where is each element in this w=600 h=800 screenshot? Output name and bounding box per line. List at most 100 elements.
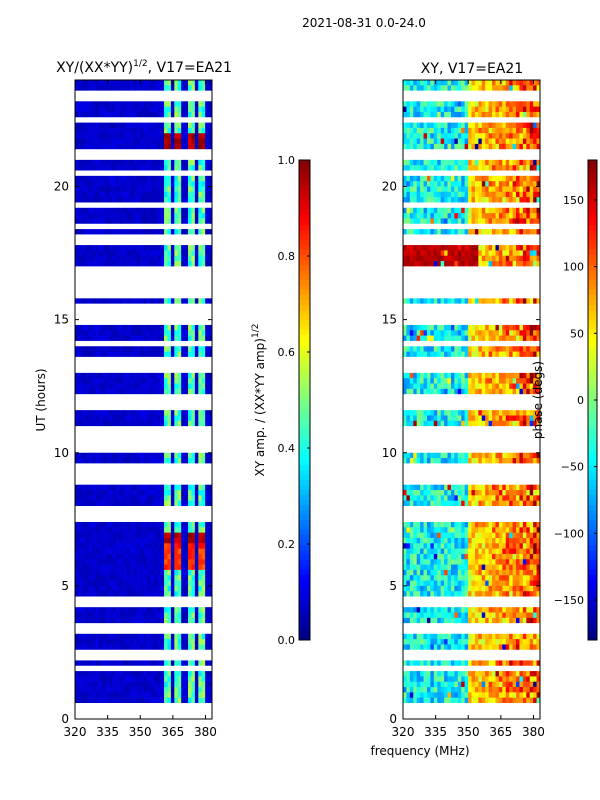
amplitude-cell	[95, 527, 100, 534]
amplitude-cell	[105, 143, 110, 150]
amplitude-colorbar-tick-label: 0.2	[278, 538, 296, 551]
amplitude-cell	[201, 420, 206, 427]
amplitude-cell	[194, 271, 199, 278]
amplitude-cell	[184, 250, 189, 257]
amplitude-cell	[167, 564, 172, 571]
amplitude-cell	[122, 601, 127, 608]
amplitude-cell	[160, 553, 165, 560]
amplitude-cell	[109, 133, 114, 139]
amplitude-cell	[88, 245, 93, 251]
amplitude-cell	[160, 676, 165, 683]
amplitude-cell	[143, 479, 148, 486]
amplitude-cell	[112, 426, 117, 432]
amplitude-cell	[81, 330, 86, 336]
amplitude-cell	[133, 356, 138, 363]
amplitude-cell	[150, 149, 155, 155]
amplitude-cell	[188, 628, 192, 635]
amplitude-cell	[194, 277, 199, 283]
amplitude-cell	[157, 463, 162, 470]
amplitude-cell	[92, 495, 96, 502]
amplitude-cell	[136, 692, 141, 699]
amplitude-cell	[81, 127, 86, 134]
amplitude-cell	[201, 367, 206, 374]
amplitude-cell	[150, 458, 155, 464]
amplitude-cell	[112, 601, 117, 608]
amplitude-cell	[85, 367, 90, 374]
amplitude-cell	[191, 127, 196, 134]
amplitude-cell	[146, 447, 151, 454]
amplitude-cell	[181, 154, 185, 161]
amplitude-cell	[198, 495, 203, 502]
amplitude-cell	[143, 697, 148, 704]
amplitude-cell	[150, 537, 155, 544]
amplitude-cell	[170, 85, 175, 92]
amplitude-cell	[105, 303, 110, 310]
amplitude-cell	[146, 218, 151, 225]
amplitude-cell	[105, 298, 110, 305]
amplitude-cell	[153, 351, 158, 358]
amplitude-cell	[88, 713, 93, 720]
amplitude-colorbar-tick-label: 0.8	[278, 250, 296, 263]
amplitude-cell	[150, 644, 155, 651]
amplitude-cell	[75, 537, 79, 544]
amplitude-cell	[116, 479, 120, 486]
amplitude-cell	[188, 532, 192, 539]
amplitude-cell	[170, 692, 175, 699]
amplitude-cell	[153, 255, 158, 262]
amplitude-cell	[140, 410, 144, 416]
amplitude-cell	[150, 303, 155, 310]
amplitude-cell	[92, 324, 96, 331]
amplitude-cell	[92, 394, 96, 400]
amplitude-cell	[92, 708, 96, 715]
amplitude-cell	[208, 191, 213, 198]
amplitude-colorbar-segment	[299, 545, 310, 551]
amplitude-cell	[126, 271, 131, 278]
amplitude-cell	[136, 282, 141, 289]
amplitude-cell	[201, 463, 206, 470]
amplitude-cell	[157, 479, 162, 486]
amplitude-cell	[198, 303, 203, 310]
amplitude-cell	[85, 543, 90, 550]
amplitude-cell	[105, 410, 110, 416]
amplitude-cell	[102, 479, 107, 486]
amplitude-cell	[191, 516, 196, 523]
amplitude-cell	[140, 314, 144, 321]
amplitude-cell	[129, 362, 134, 368]
amplitude-cell	[98, 474, 103, 480]
amplitude-cell	[157, 468, 162, 475]
amplitude-cell	[150, 521, 155, 528]
amplitude-cell	[136, 458, 141, 464]
amplitude-cell	[205, 298, 209, 305]
amplitude-cell	[181, 596, 185, 603]
amplitude-cell	[150, 436, 155, 443]
amplitude-cell	[95, 319, 100, 326]
amplitude-cell	[81, 165, 86, 171]
amplitude-cell	[143, 266, 148, 273]
amplitude-cell	[201, 159, 206, 166]
amplitude-cell	[105, 367, 110, 374]
amplitude-cell	[109, 266, 114, 273]
amplitude-cell	[136, 95, 141, 102]
amplitude-cell	[181, 181, 185, 187]
amplitude-cell	[92, 655, 96, 661]
amplitude-cell	[150, 596, 155, 603]
amplitude-cell	[150, 394, 155, 400]
amplitude-cell	[116, 122, 120, 129]
amplitude-cell	[98, 138, 103, 145]
amplitude-cell	[160, 90, 165, 97]
amplitude-cell	[140, 218, 144, 225]
amplitude-cell	[112, 80, 117, 86]
amplitude-cell	[75, 293, 79, 299]
amplitude-cell	[208, 585, 213, 592]
amplitude-cell	[129, 399, 134, 406]
amplitude-cell	[150, 676, 155, 683]
amplitude-cell	[122, 479, 127, 486]
amplitude-cell	[184, 138, 189, 145]
amplitude-cell	[133, 415, 138, 422]
amplitude-cell	[95, 245, 100, 251]
amplitude-cell	[205, 713, 209, 720]
amplitude-colorbar-tick-label: 0.4	[278, 442, 296, 455]
amplitude-cell	[92, 186, 96, 193]
amplitude-cell	[126, 383, 131, 390]
amplitude-cell	[153, 671, 158, 677]
